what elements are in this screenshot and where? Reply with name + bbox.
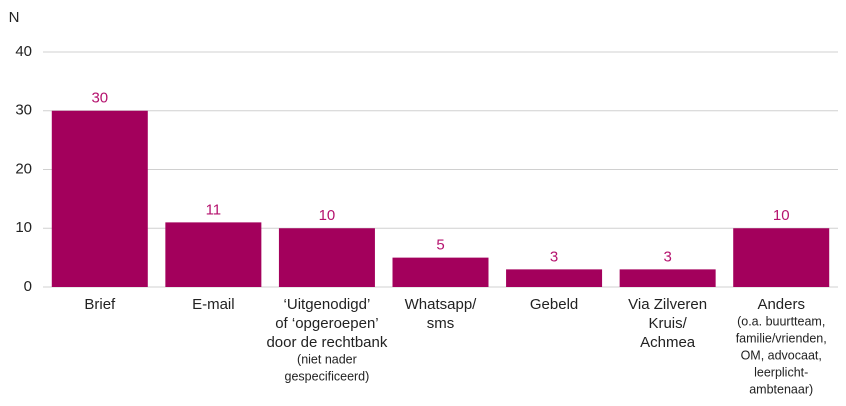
y-tick-label: 0: [24, 278, 32, 295]
bar: [506, 269, 603, 287]
value-label: 30: [91, 90, 108, 107]
x-tick-note: familie/vrienden,: [736, 331, 827, 345]
x-tick-label: E-mail: [192, 296, 235, 313]
bar: [733, 228, 830, 287]
x-tick-label: door de rechtbank: [266, 334, 387, 351]
value-label: 3: [550, 248, 558, 265]
x-tick-note: (niet nader: [297, 352, 357, 366]
x-tick-label: Via Zilveren: [628, 296, 707, 313]
x-tick-label: Achmea: [640, 334, 696, 351]
x-tick-label: of ‘opgeroepen’: [275, 315, 378, 332]
bar: [278, 228, 375, 287]
bar: [165, 222, 262, 287]
y-axis-label: N: [9, 9, 20, 26]
x-tick-label: Brief: [84, 296, 116, 313]
x-tick-label: Gebeld: [530, 296, 578, 313]
value-label: 10: [773, 207, 790, 224]
x-tick-note: (o.a. buurtteam,: [737, 314, 825, 328]
y-tick-label: 40: [15, 43, 32, 60]
x-tick-note: leerplicht-: [754, 365, 808, 379]
x-tick-note: OM, advocaat,: [741, 348, 822, 362]
bar: [51, 110, 148, 287]
x-tick-note: gespecificeerd): [285, 369, 370, 383]
x-tick-label: Anders: [757, 296, 805, 313]
value-label: 10: [319, 207, 336, 224]
x-tick-note: ambtenaar): [749, 382, 813, 396]
x-tick-label: sms: [427, 315, 455, 332]
x-tick-label: Whatsapp/: [405, 296, 478, 313]
y-tick-label: 10: [15, 219, 32, 236]
x-tick-label: Kruis/: [648, 315, 687, 332]
y-tick-label: 30: [15, 102, 32, 119]
y-tick-label: 20: [15, 160, 32, 177]
x-tick-label: ‘Uitgenodigd’: [284, 296, 371, 313]
value-label: 5: [436, 237, 444, 254]
bar: [619, 269, 716, 287]
bar: [392, 257, 489, 287]
value-label: 3: [663, 248, 671, 265]
value-label: 11: [206, 201, 222, 218]
